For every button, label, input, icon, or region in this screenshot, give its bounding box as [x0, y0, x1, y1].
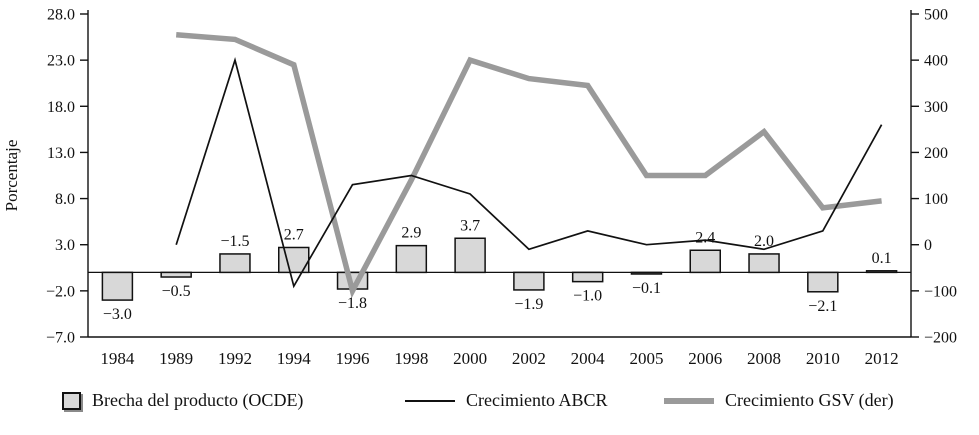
legend-label-abcr: Crecimiento ABCR	[466, 390, 608, 410]
bar-value-label: 2.4	[695, 229, 715, 246]
x-tick-label: 2000	[453, 349, 487, 368]
x-tick-label: 2010	[806, 349, 840, 368]
bar	[865, 270, 898, 274]
bar-value-label: −1.8	[338, 295, 367, 312]
bar	[101, 271, 134, 301]
gsv-line	[175, 32, 882, 299]
bar	[219, 253, 251, 274]
thick-line-swatch-icon	[664, 397, 714, 404]
legend-label-brecha: Brecha del producto (OCDE)	[92, 390, 304, 410]
x-tick-label: 1989	[159, 349, 193, 368]
x-tick-label: 2012	[865, 349, 899, 368]
bar-value-label: −0.1	[632, 280, 661, 297]
left-tick-label: 13.0	[47, 145, 75, 162]
legend-item-abcr: Crecimiento ABCR	[405, 390, 608, 411]
bar-value-label: −3.0	[103, 306, 132, 323]
right-tick-label: 400	[924, 53, 948, 70]
bar	[513, 271, 545, 291]
bar	[748, 253, 780, 274]
right-tick-label: −200	[924, 330, 957, 347]
chart-canvas: 28.0 500 23.0 400 18.0 300 13.0 200 8.0 100 3.0 0 −2…	[2, 7, 957, 369]
legend-item-gsv: Crecimiento GSV (der)	[664, 390, 894, 411]
x-tick-label: 1994	[277, 349, 312, 368]
bar	[807, 271, 839, 293]
right-tick-label: 200	[924, 145, 948, 162]
left-tick-label: 18.0	[47, 99, 75, 116]
bar-value-label: 3.7	[460, 217, 480, 234]
right-tick-label: 0	[924, 237, 932, 254]
bar-value-label: −1.5	[220, 233, 249, 250]
left-tick-label: −2.0	[46, 283, 75, 300]
left-tick-label: 3.0	[55, 237, 75, 254]
legend: Brecha del producto (OCDE) Crecimiento A…	[0, 378, 979, 435]
left-tick-label: 28.0	[47, 7, 75, 24]
bar	[571, 271, 604, 283]
x-tick-label: 2005	[629, 349, 663, 368]
y-axis-title: Porcentaje	[2, 140, 21, 212]
right-tick-label: 300	[924, 99, 948, 116]
bar	[160, 271, 192, 278]
bar	[395, 244, 428, 274]
x-tick-label: 1984	[100, 349, 135, 368]
bar-swatch-icon	[62, 391, 81, 410]
left-tick-label: 23.0	[47, 53, 75, 70]
x-tick-label: 2002	[512, 349, 546, 368]
bar-value-label: −1.9	[514, 296, 543, 313]
bar	[454, 237, 486, 274]
bar-value-label: −2.1	[808, 298, 837, 315]
x-tick-label: 1992	[218, 349, 252, 368]
x-tick-label: 2006	[688, 349, 722, 368]
bar	[630, 271, 663, 275]
x-tick-label: 1996	[336, 349, 370, 368]
bar-value-label: 2.0	[754, 233, 774, 250]
thin-line-swatch-icon	[405, 399, 455, 402]
x-tick-label: 2004	[571, 349, 606, 368]
bar	[689, 249, 721, 274]
bar-value-label: 0.1	[872, 250, 892, 267]
right-tick-label: 500	[924, 7, 948, 24]
abcr-line	[175, 57, 883, 289]
x-tick-label: 2008	[747, 349, 781, 368]
bar-value-label: −0.5	[162, 283, 191, 300]
left-tick-label: −7.0	[46, 330, 75, 347]
legend-label-gsv: Crecimiento GSV (der)	[725, 390, 894, 410]
x-tick-label: 1998	[394, 349, 428, 368]
right-tick-label: 100	[924, 191, 948, 208]
legend-item-brecha: Brecha del producto (OCDE)	[62, 390, 303, 411]
left-tick-label: 8.0	[55, 191, 75, 208]
bar-value-label: 2.9	[401, 225, 421, 242]
bar-value-label: 2.7	[284, 226, 304, 243]
bar-value-label: −1.0	[573, 288, 602, 305]
right-tick-label: −100	[924, 283, 957, 300]
